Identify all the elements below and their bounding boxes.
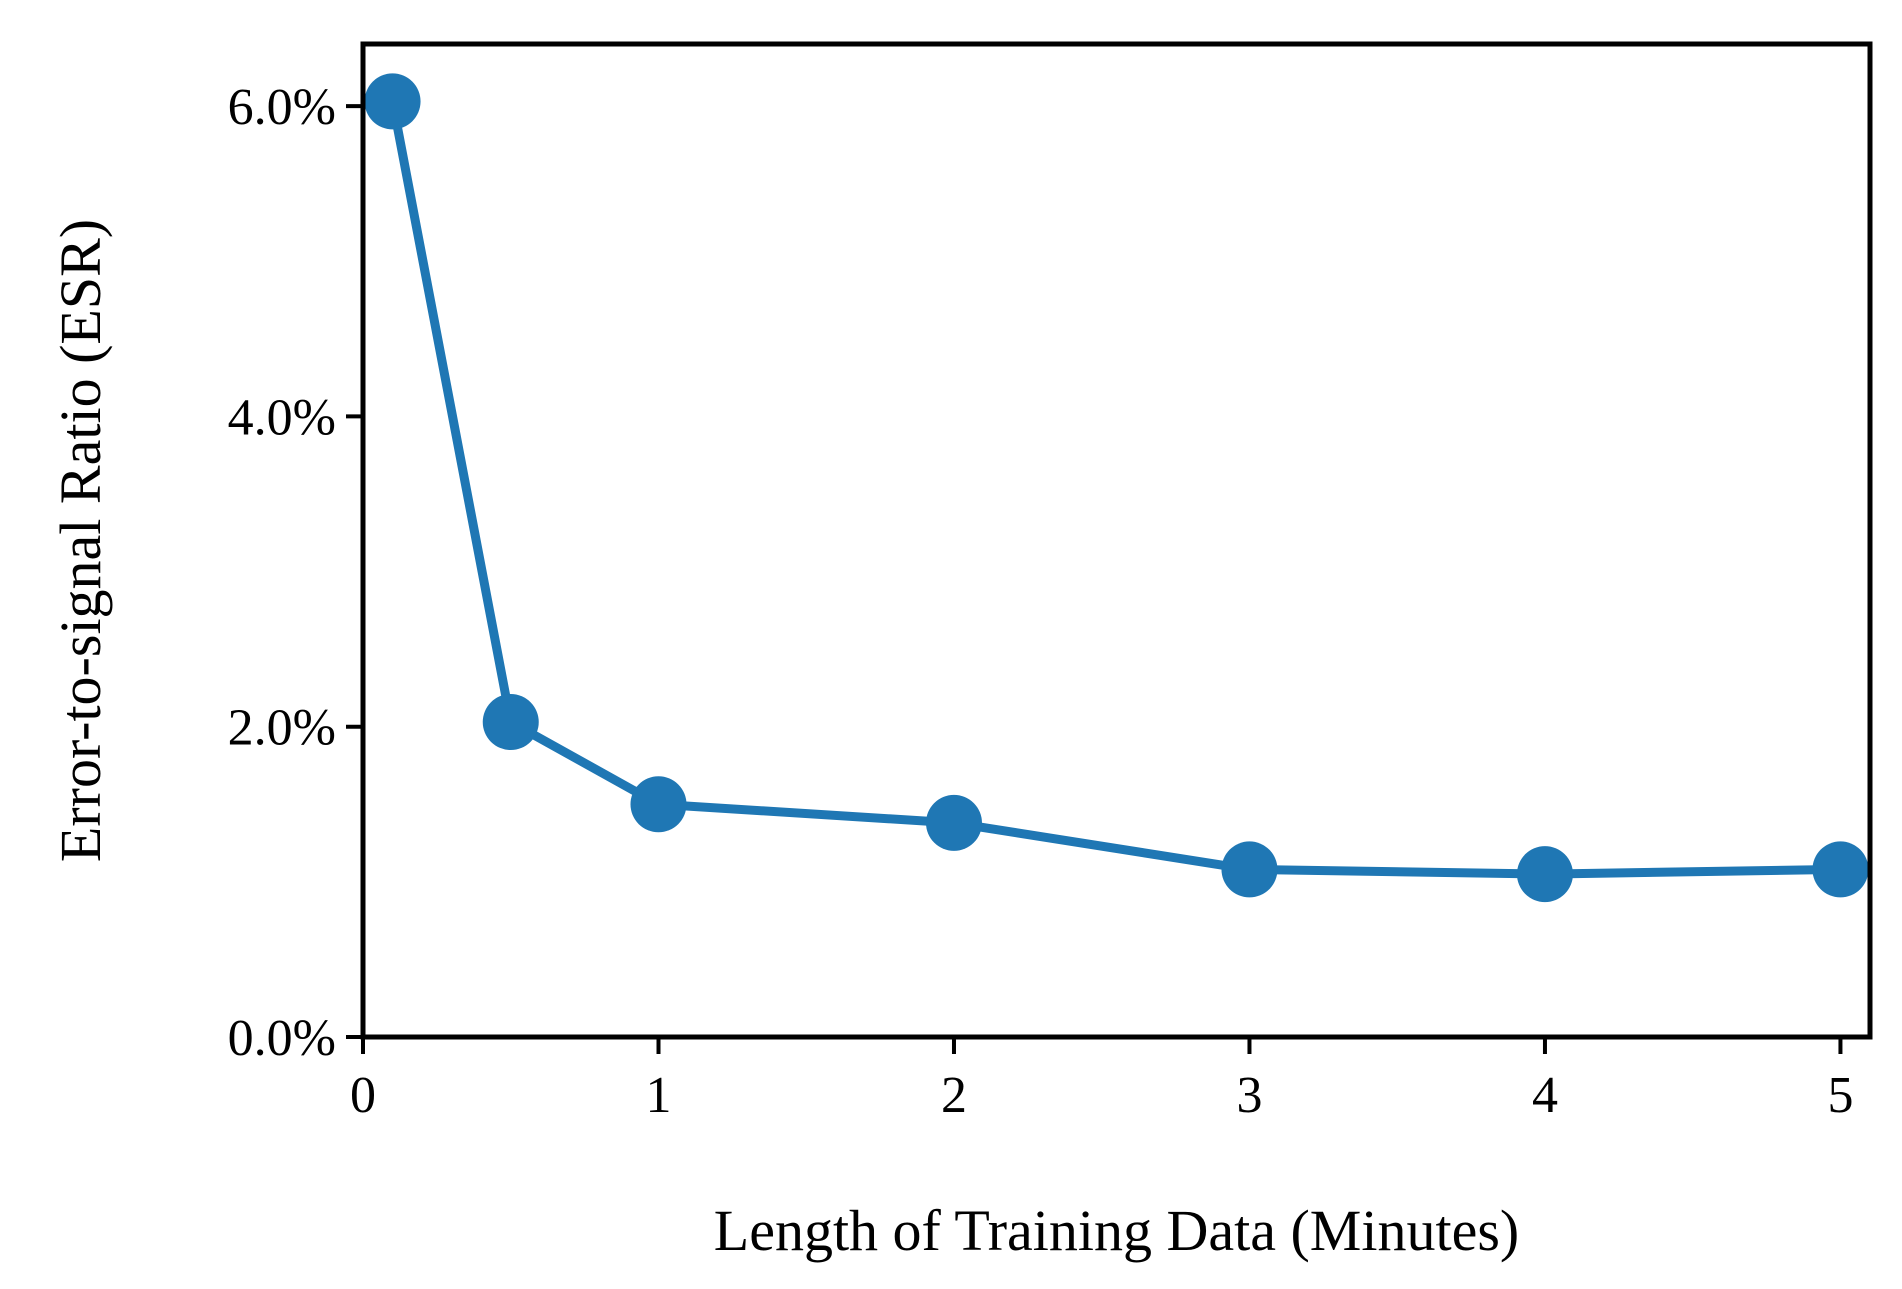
series-line xyxy=(388,100,1841,879)
plot-area xyxy=(364,73,1869,903)
axis-ticks: 0 1 2 3 4 5 0.0% 2.0% 4.0% 6.0% xyxy=(228,79,1854,1124)
data-point xyxy=(1221,841,1278,898)
x-tick-label: 0 xyxy=(350,1067,376,1124)
x-tick-label: 4 xyxy=(1532,1067,1558,1124)
axes-frame xyxy=(360,41,1873,1040)
x-tick-label: 2 xyxy=(941,1067,967,1124)
x-axis-label: Length of Training Data (Minutes) xyxy=(714,1198,1519,1263)
data-point xyxy=(630,776,687,833)
y-tick-label: 0.0% xyxy=(228,1010,336,1067)
y-axis-label: Error-to-signal Ratio (ESR) xyxy=(48,219,113,862)
x-tick-label: 5 xyxy=(1827,1067,1853,1124)
data-point xyxy=(925,794,982,851)
x-tick-label: 3 xyxy=(1236,1067,1262,1124)
data-point xyxy=(1812,841,1869,898)
x-tick-label: 1 xyxy=(645,1067,671,1124)
y-tick-label: 6.0% xyxy=(228,79,336,136)
data-point xyxy=(1516,846,1573,903)
y-tick-label: 2.0% xyxy=(228,700,336,757)
y-tick-label: 4.0% xyxy=(228,389,336,446)
data-point xyxy=(482,694,539,751)
data-point xyxy=(364,73,421,130)
